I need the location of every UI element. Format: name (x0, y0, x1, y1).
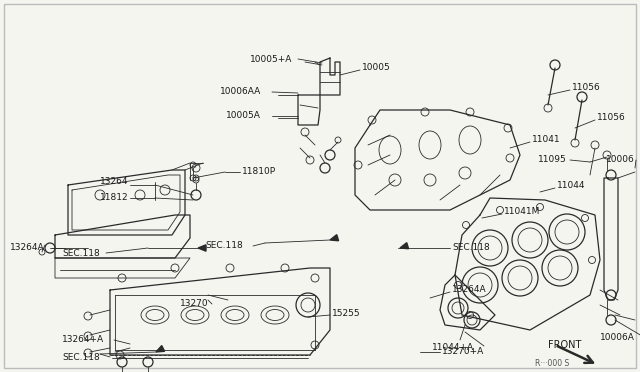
Text: 10006: 10006 (606, 155, 635, 164)
Text: SEC.118: SEC.118 (205, 241, 243, 250)
Text: 11056: 11056 (572, 83, 601, 93)
Text: 13264+A: 13264+A (62, 336, 104, 344)
Polygon shape (330, 235, 339, 241)
Text: 13264A: 13264A (452, 285, 486, 295)
Text: 11095: 11095 (538, 155, 567, 164)
Text: 10006A: 10006A (600, 334, 635, 343)
Text: 11041: 11041 (532, 135, 561, 144)
Text: 11044: 11044 (557, 182, 586, 190)
Text: SEC.118: SEC.118 (452, 244, 490, 253)
Text: 11041M: 11041M (504, 208, 540, 217)
Text: 13264: 13264 (100, 177, 129, 186)
Text: 10005A: 10005A (226, 112, 261, 121)
Polygon shape (198, 245, 206, 251)
Text: SEC.118: SEC.118 (62, 248, 100, 257)
Text: 11044+A: 11044+A (432, 343, 474, 353)
Text: 10006AA: 10006AA (220, 87, 261, 96)
Text: 13270: 13270 (180, 299, 209, 308)
Text: 11810P: 11810P (242, 167, 276, 176)
Text: 10005+A: 10005+A (250, 55, 292, 64)
Text: SEC.118: SEC.118 (62, 353, 100, 362)
Text: R···000 S: R···000 S (535, 359, 569, 368)
Polygon shape (400, 243, 408, 249)
Text: 11056: 11056 (597, 113, 626, 122)
Text: 10005: 10005 (362, 64, 391, 73)
Polygon shape (156, 346, 164, 352)
Text: FRONT: FRONT (548, 340, 581, 350)
Text: 15255: 15255 (332, 308, 360, 317)
Text: 13270+A: 13270+A (442, 347, 484, 356)
Text: 13264A: 13264A (10, 244, 45, 253)
Text: 11812: 11812 (100, 193, 129, 202)
